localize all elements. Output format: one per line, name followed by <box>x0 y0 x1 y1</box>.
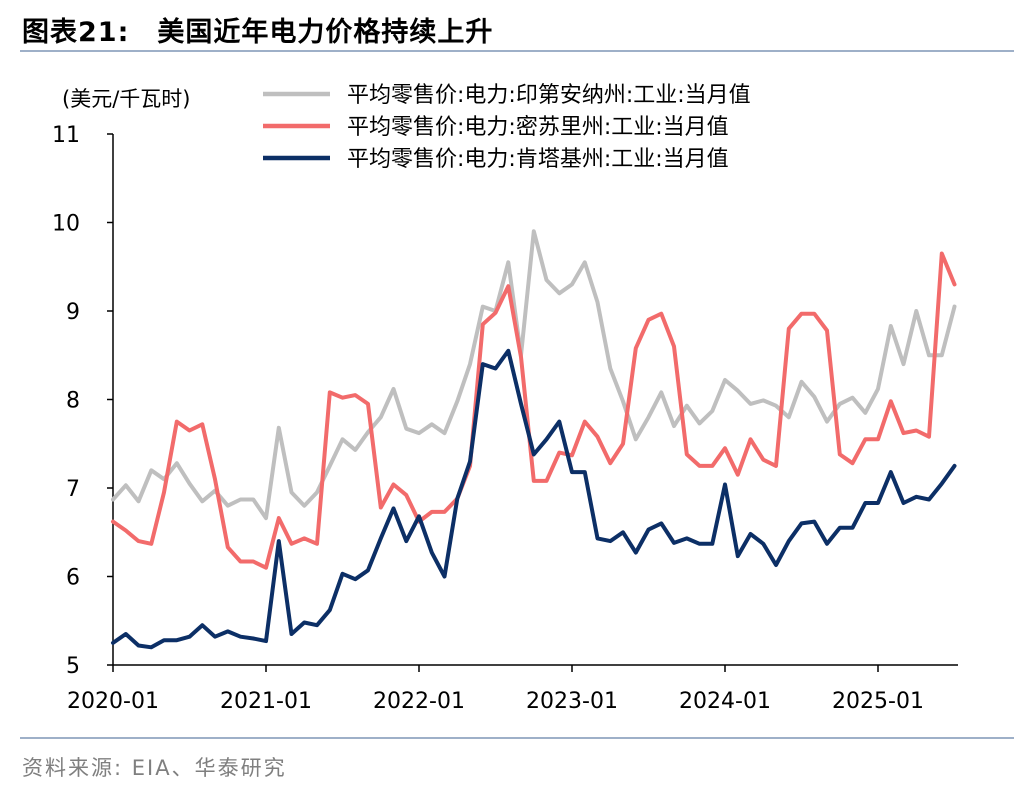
x-tick-label: 2024-01 <box>679 689 771 714</box>
figure-caption: 美国近年电力价格持续上升 <box>157 17 494 48</box>
y-tick-label: 6 <box>66 566 80 591</box>
y-tick-label: 9 <box>66 300 80 325</box>
title-divider <box>20 50 1014 52</box>
legend-label-1: 平均零售价:电力:印第安纳州:工业:当月值 <box>347 83 751 108</box>
figure-number: 图表21: <box>22 17 130 48</box>
x-tick-label: 2021-01 <box>220 689 312 714</box>
x-tick-label: 2020-01 <box>67 689 159 714</box>
figure-title: 图表21: 美国近年电力价格持续上升 <box>22 10 493 49</box>
source-divider <box>20 737 1014 739</box>
x-tick-label: 2023-01 <box>526 689 618 714</box>
legend-label-3: 平均零售价:电力:肯塔基州:工业:当月值 <box>347 147 729 172</box>
y-tick-label: 8 <box>66 389 80 414</box>
series-line-3 <box>111 348 957 650</box>
legend-label-2: 平均零售价:电力:密苏里州:工业:当月值 <box>347 115 729 140</box>
y-axis-unit: (美元/千瓦时) <box>62 87 190 111</box>
y-tick-label: 5 <box>66 654 80 679</box>
series-line-2 <box>111 251 957 570</box>
chart-series <box>111 229 957 650</box>
x-tick-label: 2022-01 <box>373 689 465 714</box>
y-tick-label: 10 <box>52 212 80 237</box>
chart-legend: 平均零售价:电力:印第安纳州:工业:当月值平均零售价:电力:密苏里州:工业:当月… <box>263 83 751 172</box>
y-tick-label: 7 <box>66 477 80 502</box>
y-tick-label: 11 <box>52 123 80 148</box>
chart-axes: 5 6 7 8 9 10 11 2020-01 2021-01 2022-01 2023-01 202… <box>52 123 958 714</box>
source-note: 资料来源: EIA、华泰研究 <box>22 756 287 780</box>
series-line-1 <box>111 229 957 521</box>
x-tick-label: 2025-01 <box>832 689 924 714</box>
